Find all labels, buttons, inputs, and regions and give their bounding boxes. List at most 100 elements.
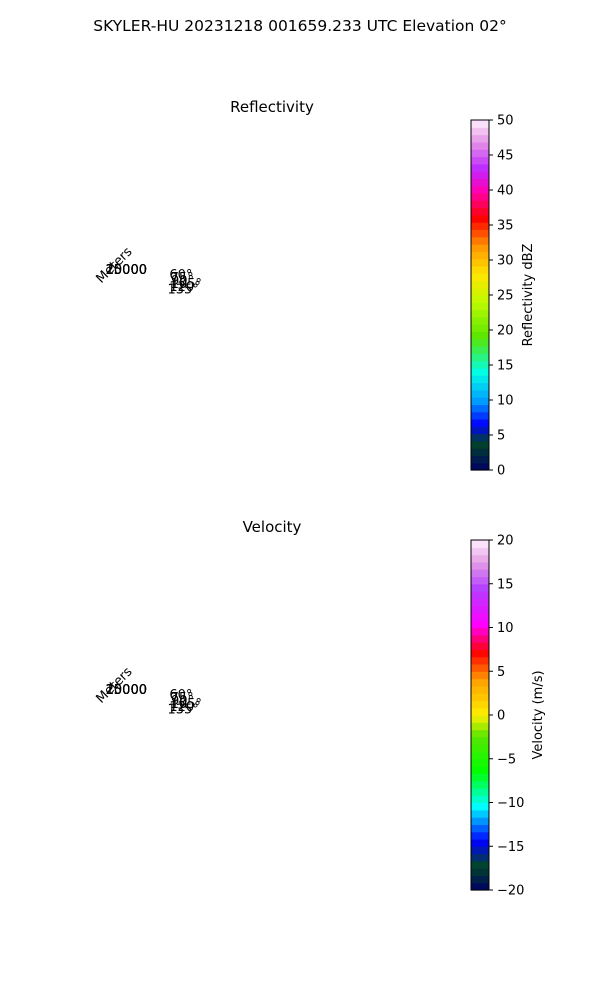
colorbar-segment	[471, 656, 489, 665]
colorbar-segment	[471, 627, 489, 636]
colorbar-segment	[471, 251, 489, 260]
colorbar-tick-label: −20	[497, 884, 524, 899]
colorbar-segment	[471, 360, 489, 369]
colorbar-segment	[471, 569, 489, 578]
colorbar-tick-label: 30	[497, 254, 514, 269]
colorbar-segment	[471, 418, 489, 427]
colorbar-segment	[471, 316, 489, 325]
colorbar-segment	[471, 780, 489, 789]
colorbar-segment	[471, 758, 489, 767]
colorbar-segment	[471, 561, 489, 570]
colorbar-segment	[471, 809, 489, 818]
range-tick-label: 25000	[106, 263, 147, 278]
colorbar-segment	[471, 838, 489, 847]
colorbar-segment	[471, 433, 489, 442]
azimuth-tick-label: 120°	[169, 700, 200, 715]
colorbar-tick-label: 35	[497, 219, 514, 234]
colorbar-segment	[471, 462, 489, 471]
colorbar-segment	[471, 229, 489, 238]
azimuth-tick-label: 75°	[171, 271, 194, 286]
colorbar-tick-label: 5	[497, 429, 505, 444]
colorbar-segment	[471, 751, 489, 760]
colorbar-segment	[471, 649, 489, 658]
reflectivity-title: Reflectivity	[230, 98, 314, 116]
velocity-title: Velocity	[243, 518, 302, 536]
colorbar-segment	[471, 156, 489, 165]
colorbar-segment	[471, 598, 489, 607]
colorbar-tick-label: 10	[497, 621, 514, 636]
colorbar-segment	[471, 163, 489, 172]
colorbar-segment	[471, 678, 489, 687]
colorbar-tick-label: 20	[497, 534, 514, 549]
velocity-colorbar-label: Velocity (m/s)	[531, 670, 546, 759]
colorbar-segment	[471, 744, 489, 753]
colorbar-tick-label: 5	[497, 665, 505, 680]
colorbar-segment	[471, 367, 489, 376]
reflectivity-panel: Reflectivity 500010000150002000025000Met…	[94, 98, 536, 479]
colorbar-segment	[471, 127, 489, 136]
colorbar-segment	[471, 185, 489, 194]
velocity-colorbar: −20 −15 −10 −5 0 5 10 15 20	[470, 534, 524, 899]
colorbar-segment	[471, 605, 489, 614]
colorbar-tick-label: 25	[497, 289, 514, 304]
colorbar-tick-label: 10	[497, 394, 514, 409]
colorbar-segment	[471, 120, 489, 128]
colorbar-segment	[471, 258, 489, 267]
colorbar-segment	[471, 302, 489, 311]
colorbar-segment	[471, 700, 489, 709]
colorbar-segment	[471, 134, 489, 143]
colorbar-segment	[471, 141, 489, 150]
colorbar-segment	[471, 222, 489, 230]
range-tick-label: 15000	[106, 683, 147, 698]
azimuth-tick-label: 75°	[171, 691, 194, 706]
range-tick-label: 10000	[106, 263, 147, 278]
colorbar-segment	[471, 540, 489, 548]
colorbar-segment	[471, 846, 489, 855]
colorbar-segment	[471, 280, 489, 289]
range-tick-label: 15000	[106, 263, 147, 278]
colorbar-segment	[471, 882, 489, 891]
colorbar-segment	[471, 773, 489, 782]
colorbar-segment	[471, 178, 489, 187]
colorbar-segment	[471, 663, 489, 672]
colorbar-segment	[471, 766, 489, 774]
colorbar-segment	[471, 455, 489, 464]
colorbar-segment	[471, 207, 489, 216]
colorbar-segment	[471, 440, 489, 449]
colorbar-segment	[471, 831, 489, 840]
colorbar-segment	[471, 200, 489, 209]
colorbar-segment	[471, 382, 489, 391]
colorbar-segment	[471, 787, 489, 796]
colorbar-segment	[471, 214, 489, 223]
colorbar-segment	[471, 324, 489, 333]
azimuth-tick-label: 60°	[169, 268, 192, 283]
colorbar-segment	[471, 736, 489, 745]
colorbar-segment	[471, 346, 489, 354]
colorbar-tick-label: 20	[497, 324, 514, 339]
colorbar-segment	[471, 685, 489, 694]
colorbar-segment	[471, 331, 489, 340]
azimuth-tick-label: 90°	[171, 274, 194, 289]
colorbar-segment	[471, 802, 489, 811]
colorbar-tick-label: 45	[497, 149, 514, 164]
colorbar-segment	[471, 273, 489, 282]
colorbar-segment	[471, 620, 489, 629]
range-tick-label: 5000	[114, 683, 147, 698]
colorbar-tick-label: 40	[497, 184, 514, 199]
colorbar-segment	[471, 554, 489, 563]
colorbar-segment	[471, 612, 489, 621]
colorbar-segment	[471, 353, 489, 362]
range-tick-label: 20000	[106, 263, 147, 278]
colorbar-segment	[471, 817, 489, 825]
colorbar-segment	[471, 171, 489, 179]
reflectivity-colorbar: 0 5 10 15 20 25 30 35 40 45 50	[470, 114, 514, 479]
colorbar-segment	[471, 591, 489, 599]
colorbar-segment	[471, 547, 489, 556]
azimuth-tick-label: 135°	[167, 702, 198, 717]
colorbar-tick-label: 15	[497, 359, 514, 374]
colorbar-segment	[471, 875, 489, 884]
colorbar-segment	[471, 693, 489, 702]
colorbar-segment	[471, 295, 489, 303]
